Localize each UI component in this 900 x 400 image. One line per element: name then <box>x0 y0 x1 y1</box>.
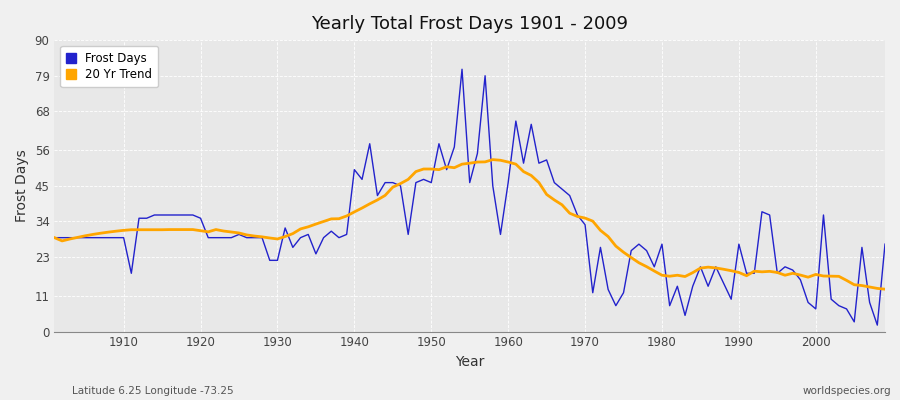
X-axis label: Year: Year <box>455 355 484 369</box>
Text: worldspecies.org: worldspecies.org <box>803 386 891 396</box>
Title: Yearly Total Frost Days 1901 - 2009: Yearly Total Frost Days 1901 - 2009 <box>311 15 628 33</box>
Text: Latitude 6.25 Longitude -73.25: Latitude 6.25 Longitude -73.25 <box>72 386 234 396</box>
Y-axis label: Frost Days: Frost Days <box>15 150 29 222</box>
Legend: Frost Days, 20 Yr Trend: Frost Days, 20 Yr Trend <box>60 46 158 87</box>
